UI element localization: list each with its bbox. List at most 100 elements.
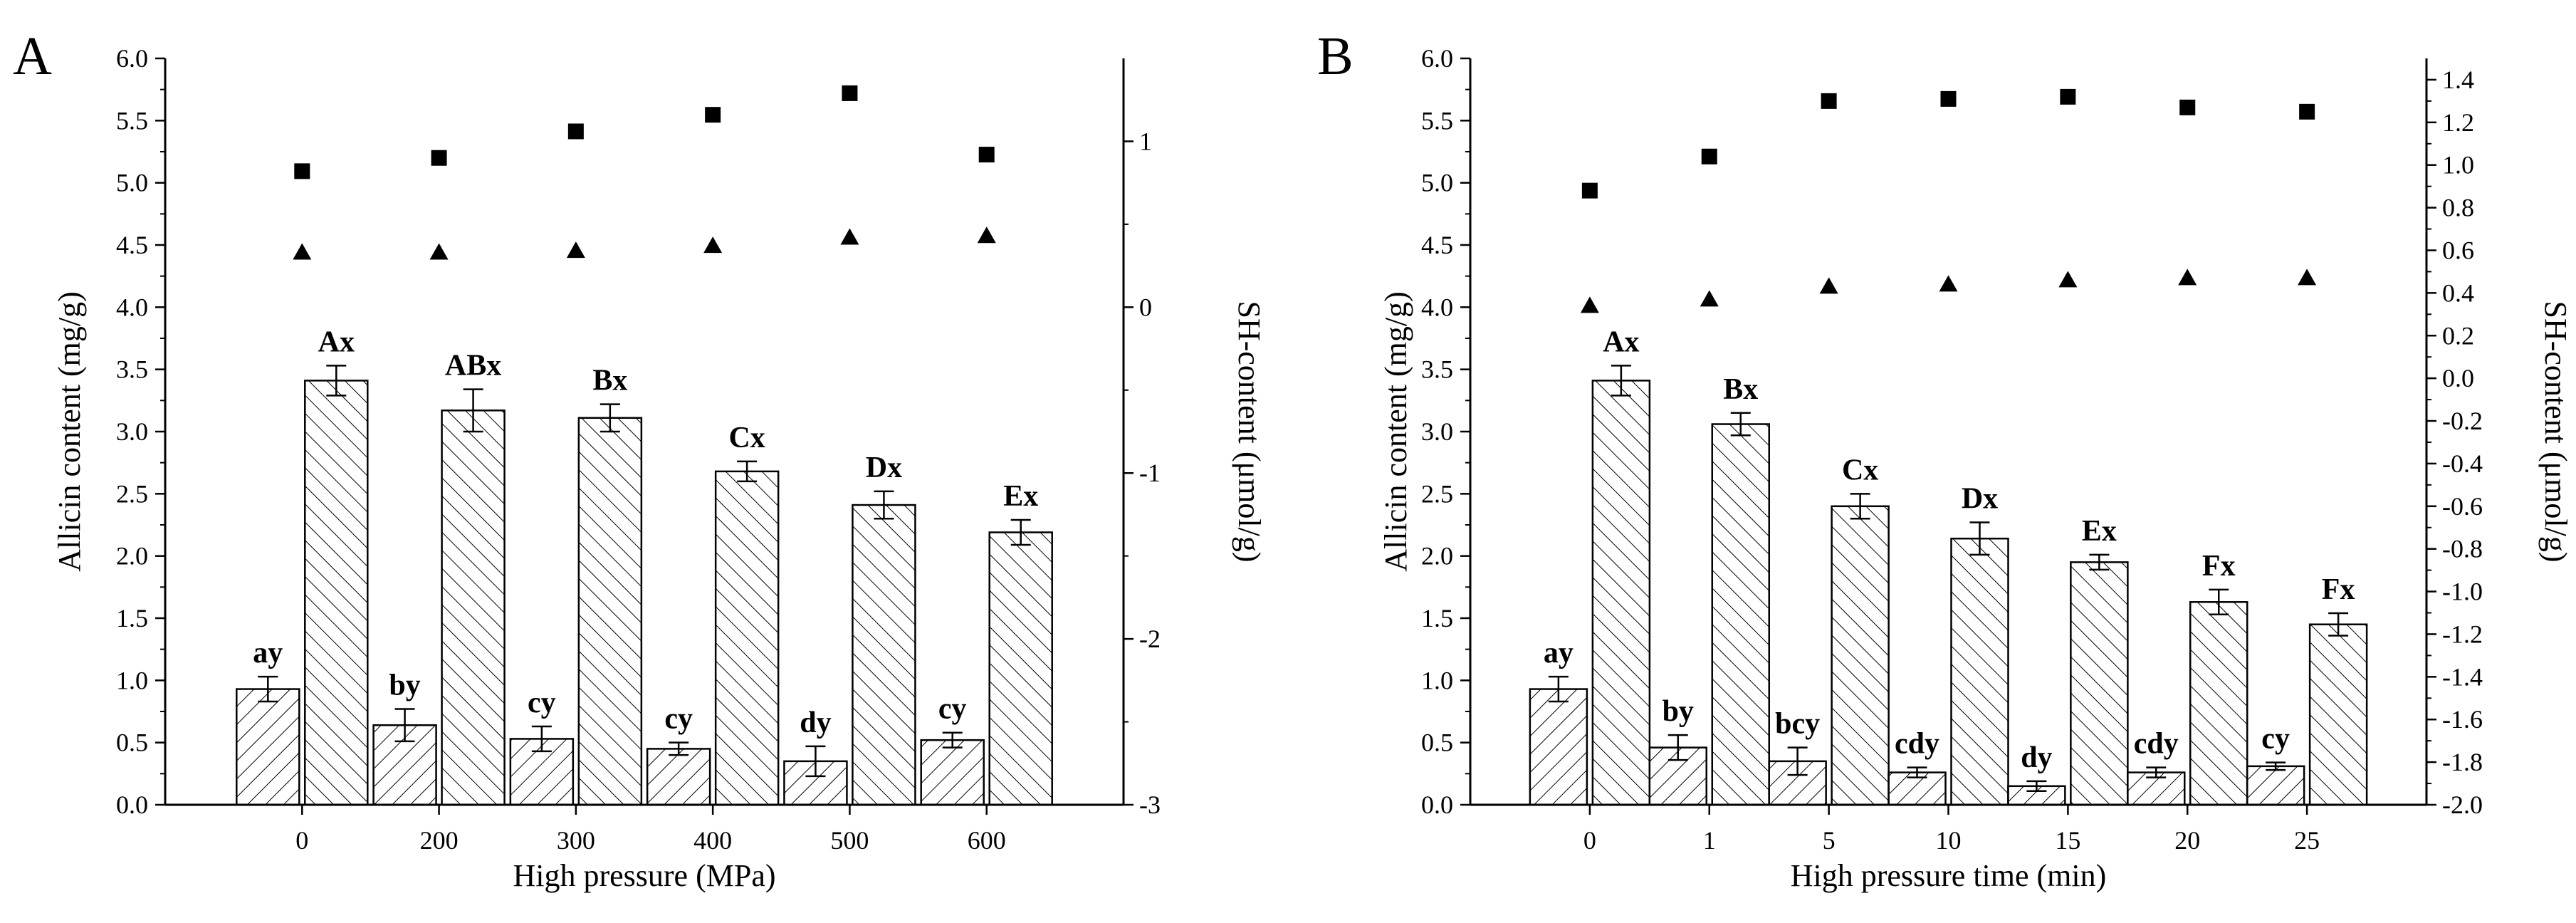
y-tick-label: 6.0 bbox=[1421, 44, 1453, 73]
bar-letter-label: ABx bbox=[445, 350, 501, 382]
y-tick-label: 6.0 bbox=[116, 44, 148, 73]
bar-letter-label: dy bbox=[800, 706, 831, 739]
bar-letter-label: ay bbox=[1544, 637, 1574, 669]
y-tick-label: 5.5 bbox=[1421, 106, 1453, 135]
bar bbox=[852, 504, 916, 806]
x-tick-label: 10 bbox=[1936, 826, 1962, 855]
y-axis-title: Allicin content (mg/g) bbox=[1378, 291, 1413, 571]
triangle-marker bbox=[2058, 271, 2078, 288]
y-tick-label: 0.5 bbox=[116, 729, 148, 757]
triangle-marker bbox=[1939, 275, 1958, 292]
bar-letter-label: Dx bbox=[1962, 483, 1998, 516]
x-axis-title: High pressure (MPa) bbox=[513, 858, 775, 893]
bar-letter-label: Fx bbox=[2202, 550, 2236, 583]
square-marker bbox=[978, 147, 995, 163]
y2-tick-label: -1 bbox=[1139, 459, 1161, 487]
triangle-marker bbox=[1819, 277, 1838, 294]
y2-tick-label: 0.6 bbox=[2442, 236, 2474, 264]
bar bbox=[236, 688, 300, 806]
y2-tick-label: 0.2 bbox=[2442, 321, 2474, 350]
bar-letter-label: Ax bbox=[1603, 325, 1639, 358]
y2-tick-label: -1.4 bbox=[2442, 662, 2483, 691]
y2-tick-label: -3 bbox=[1139, 791, 1161, 819]
y-tick-label: 1.0 bbox=[116, 666, 148, 694]
y-tick-label: 4.5 bbox=[1421, 231, 1453, 259]
triangle-marker bbox=[703, 236, 723, 254]
y2-tick-label: 1.0 bbox=[2442, 151, 2474, 179]
bar-letter-label: Bx bbox=[592, 365, 627, 397]
y-axis-title: Allicin content (mg/g) bbox=[52, 291, 87, 571]
y-tick-label: 5.0 bbox=[116, 169, 148, 197]
triangle-marker bbox=[977, 226, 996, 244]
bar bbox=[441, 410, 506, 806]
x-axis-title: High pressure time (min) bbox=[1791, 858, 2107, 893]
y-tick-label: 4.0 bbox=[1421, 293, 1453, 321]
bar bbox=[304, 380, 369, 806]
y2-tick-label: 0.4 bbox=[2442, 278, 2474, 307]
y2-tick-label: 0.0 bbox=[2442, 364, 2474, 392]
y2-tick-label: -2.0 bbox=[2442, 791, 2483, 819]
bar bbox=[646, 748, 711, 806]
y2-tick-label: -0.6 bbox=[2442, 492, 2483, 521]
bar bbox=[1711, 423, 1770, 806]
y-tick-label: 4.0 bbox=[116, 293, 148, 321]
triangle-marker bbox=[429, 243, 449, 260]
bar-letter-label: ay bbox=[253, 637, 283, 669]
y-tick-label: 1.5 bbox=[1421, 604, 1453, 632]
y2-tick-label: -0.4 bbox=[2442, 449, 2483, 478]
x-tick-label: 300 bbox=[557, 826, 595, 855]
bar-letter-label: Ex bbox=[1003, 480, 1038, 513]
y-tick-label: 3.5 bbox=[1421, 355, 1453, 384]
bar-letter-label: cy bbox=[528, 687, 556, 719]
bar-letter-label: Ex bbox=[2082, 515, 2117, 548]
y-tick-label: 2.5 bbox=[1421, 479, 1453, 508]
bar-letter-label: cdy bbox=[1895, 728, 1939, 761]
triangle-marker bbox=[840, 228, 859, 245]
bar-letter-label: cy bbox=[664, 703, 693, 736]
bar-letter-label: cdy bbox=[2134, 728, 2179, 761]
y2-axis-title: SH-content (μmol/g) bbox=[1232, 301, 1267, 563]
y-tick-label: 2.0 bbox=[1421, 542, 1453, 570]
y-tick-label: 1.5 bbox=[116, 604, 148, 632]
bar bbox=[577, 417, 643, 806]
square-marker bbox=[2060, 88, 2076, 105]
y-tick-label: 0.0 bbox=[1421, 791, 1453, 819]
triangle-marker bbox=[1700, 290, 1719, 307]
chart-panel-b: B 0.0 0.5 1.0 1.5 2.0 2.5 3.0 3.5 4.0 4.5 5.0 5.5 6.0… bbox=[1317, 26, 2573, 893]
bar-letter-label: cy bbox=[2261, 723, 2290, 756]
y-tick-label: 2.5 bbox=[116, 479, 148, 508]
x-tick-label: 20 bbox=[2174, 826, 2200, 855]
bar bbox=[1529, 688, 1588, 806]
y2-tick-label: 0 bbox=[1139, 293, 1152, 321]
panel-letter: A bbox=[13, 26, 52, 86]
y-tick-label: 3.0 bbox=[1421, 417, 1453, 446]
square-marker bbox=[842, 85, 858, 101]
bar bbox=[2189, 601, 2248, 806]
bar-letter-label: Bx bbox=[1723, 373, 1758, 406]
y2-tick-label: -0.8 bbox=[2442, 535, 2483, 563]
x-tick-label: 600 bbox=[968, 826, 1006, 855]
triangle-marker bbox=[1580, 296, 1599, 313]
square-marker bbox=[1821, 93, 1837, 109]
y2-tick-label: -2 bbox=[1139, 625, 1161, 653]
bar bbox=[1831, 505, 1890, 806]
y2-tick-label: 1.4 bbox=[2442, 66, 2474, 94]
bar-letter-label: by bbox=[389, 669, 420, 702]
y2-tick-label: -1.8 bbox=[2442, 748, 2483, 776]
y-tick-label: 3.0 bbox=[116, 417, 148, 446]
bar-letter-label: Dx bbox=[866, 452, 902, 484]
x-tick-label: 5 bbox=[1823, 826, 1836, 855]
y2-tick-label: -1.2 bbox=[2442, 620, 2483, 648]
square-marker bbox=[431, 150, 447, 166]
bar bbox=[714, 470, 780, 806]
square-marker bbox=[705, 107, 721, 123]
square-marker bbox=[567, 123, 584, 140]
y2-tick-label: 1 bbox=[1139, 127, 1152, 155]
chart-panel-a: A 0.0 0.5 1.0 1.5 2.0 2.5 3.0 3.5 4.0 4.5 5.0 5.5 6.0… bbox=[13, 26, 1267, 893]
x-tick-label: 0 bbox=[295, 826, 308, 855]
y-tick-label: 3.5 bbox=[116, 355, 148, 384]
square-marker bbox=[2299, 103, 2315, 120]
y2-tick-label: 1.2 bbox=[2442, 108, 2474, 137]
bar bbox=[2246, 765, 2305, 806]
